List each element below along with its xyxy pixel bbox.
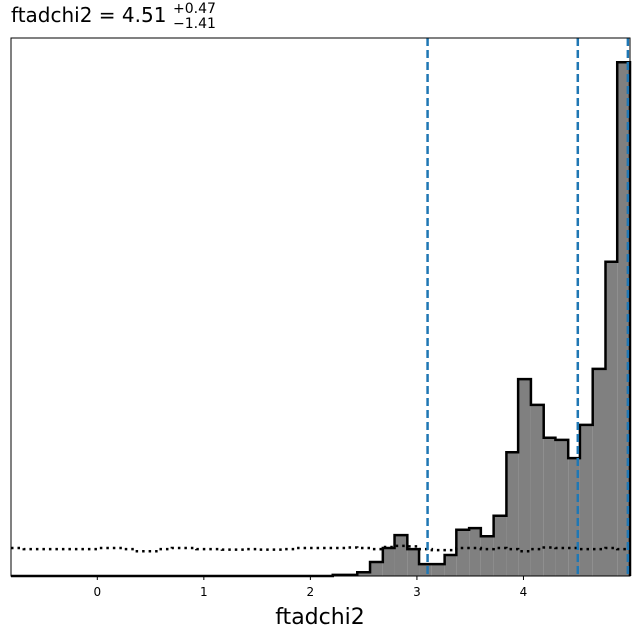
histogram-bar xyxy=(480,536,494,576)
x-tick-label: 1 xyxy=(200,585,208,599)
histogram-bar xyxy=(357,572,371,576)
title-lower: −1.41 xyxy=(173,16,216,32)
histogram-bar xyxy=(469,528,481,576)
histogram-bar xyxy=(506,452,519,576)
title-upper: +0.47 xyxy=(173,1,216,17)
histogram-bar xyxy=(493,515,507,576)
x-tick-label: 4 xyxy=(520,585,528,599)
histogram-bar xyxy=(579,424,593,576)
plot-frame xyxy=(10,37,631,577)
histogram-bar xyxy=(456,529,470,576)
histogram-bar xyxy=(370,562,383,576)
chart-title: ftadchi2 = 4.51 xyxy=(11,3,166,27)
histogram-bar xyxy=(394,535,408,576)
histogram-bar xyxy=(592,368,606,576)
x-tick-label: 3 xyxy=(413,585,421,599)
histogram-bar xyxy=(555,439,569,576)
histogram-bar xyxy=(518,379,531,576)
histogram-bar xyxy=(543,437,556,576)
histogram-bar xyxy=(382,548,395,576)
x-tick-label: 0 xyxy=(93,585,101,599)
histogram-bar xyxy=(407,549,420,576)
histogram-bar xyxy=(530,404,544,576)
histogram-bar xyxy=(419,564,432,576)
histogram-bar xyxy=(568,458,580,576)
x-axis-label: ftadchi2 xyxy=(275,605,365,630)
histogram-bar xyxy=(444,555,457,576)
histogram-bar xyxy=(605,261,618,576)
x-tick-label: 2 xyxy=(307,585,315,599)
histogram-bar xyxy=(431,564,445,576)
